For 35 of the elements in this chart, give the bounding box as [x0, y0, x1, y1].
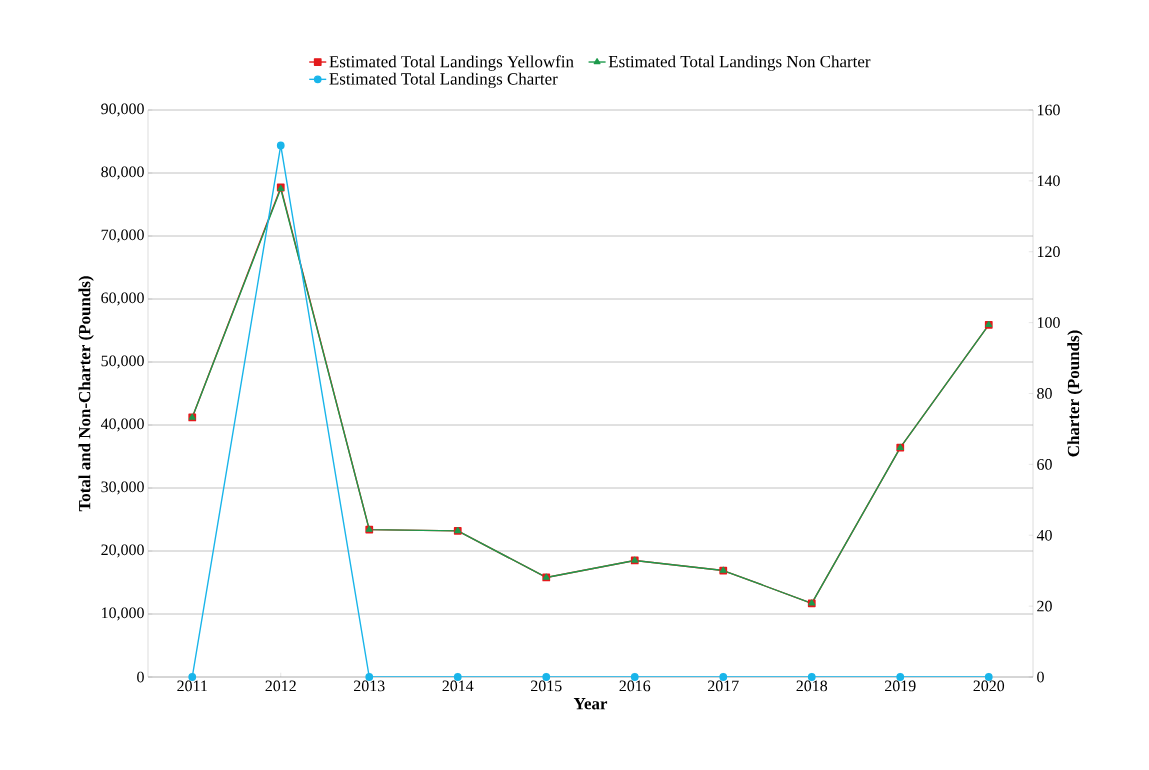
legend-label: Estimated Total Landings Non Charter [608, 55, 871, 71]
y-tick-label: 70,000 [101, 229, 144, 243]
x-tick-label: 2020 [973, 680, 1005, 692]
y-tick-label: 30,000 [101, 481, 144, 495]
x-tick-label: 2018 [796, 680, 828, 692]
y-tick-label: 60,000 [101, 292, 144, 306]
x-tick-label: 2019 [885, 680, 916, 692]
y-tick-label: 90,000 [101, 103, 144, 117]
y2-tick-label: 80 [1037, 388, 1052, 399]
y-tick-label: 50,000 [101, 355, 144, 369]
y-tick-label: 20,000 [101, 544, 144, 558]
y2-tick-label: 100 [1037, 317, 1060, 328]
y2-axis-title: Charter (Pounds) [1067, 330, 1083, 457]
y2-tick-label: 120 [1037, 246, 1060, 258]
x-tick-label: 2013 [354, 680, 385, 692]
y-tick-label: 10,000 [102, 607, 144, 621]
legend-label: Estimated Total Landings Charter [329, 72, 558, 89]
x-tick-label: 2011 [177, 680, 207, 692]
x-axis-title: Year [573, 698, 608, 710]
x-tick-label: 2016 [619, 680, 651, 692]
y2-tick-label: 40 [1036, 529, 1052, 541]
y-tick-label: 40,000 [100, 418, 144, 432]
y2-tick-label: 20 [1037, 600, 1052, 612]
y2-tick-label: 160 [1037, 104, 1060, 116]
legend-label: Estimated Total Landings Yellowfin [329, 55, 574, 71]
y-axis-title: Total and Non-Charter (Pounds) [78, 276, 94, 512]
x-tick-label: 2012 [265, 680, 296, 692]
y2-tick-label: 0 [1037, 671, 1044, 683]
y-tick-label: 80,000 [101, 166, 144, 180]
x-tick-label: 2015 [531, 680, 562, 692]
x-tick-label: 2017 [708, 680, 739, 692]
y2-tick-label: 60 [1037, 459, 1052, 470]
x-tick-label: 2014 [442, 680, 474, 692]
y2-tick-label: 140 [1037, 175, 1060, 187]
y-tick-label: 0 [137, 671, 144, 683]
